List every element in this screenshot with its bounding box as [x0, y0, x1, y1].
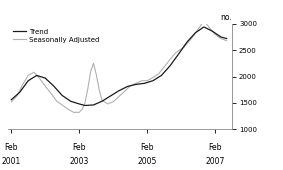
Text: no.: no.: [220, 13, 232, 22]
Text: Feb: Feb: [72, 143, 86, 152]
Text: 2007: 2007: [205, 157, 225, 166]
Text: 2003: 2003: [70, 157, 89, 166]
Text: 2001: 2001: [2, 157, 21, 166]
Legend: Trend, Seasonally Adjusted: Trend, Seasonally Adjusted: [12, 27, 100, 44]
Text: Feb: Feb: [5, 143, 18, 152]
Text: Feb: Feb: [208, 143, 222, 152]
Text: 2005: 2005: [138, 157, 157, 166]
Text: Feb: Feb: [140, 143, 154, 152]
